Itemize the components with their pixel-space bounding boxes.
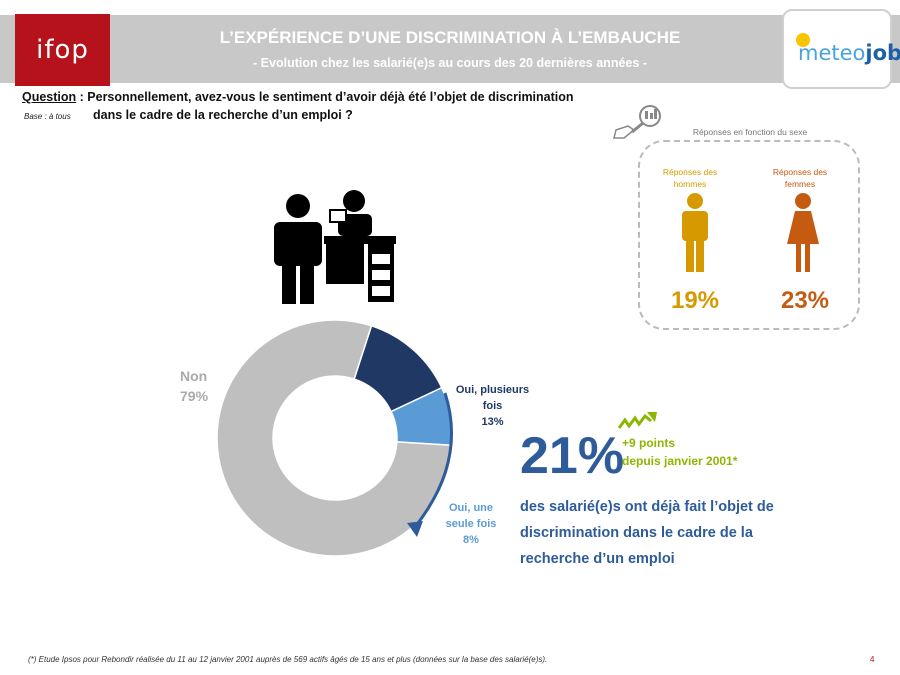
ifop-logo: ifop — [15, 14, 110, 86]
sex-breakdown-title: Réponses en fonction du sexe — [680, 126, 820, 138]
page-subtitle: - Evolution chez les salarié(e)s au cour… — [253, 56, 647, 70]
woman-icon — [787, 193, 819, 272]
label-oui-une-seule-fois: Oui, une seule fois 8% — [445, 502, 497, 546]
question-text-1: : Personnellement, avez-vous le sentimen… — [76, 90, 574, 104]
evolution-note: +9 points depuis janvier 2001* — [622, 436, 738, 468]
meteojob-logo: meteojob — [782, 9, 900, 89]
label-non: Non 79% — [180, 368, 209, 404]
label-oui-plusieurs-fois: Oui, plusieurs fois 13% — [455, 384, 530, 428]
trend-up-icon — [617, 412, 657, 429]
question-label: Question — [22, 90, 77, 104]
sun-icon — [796, 33, 810, 47]
curved-arrow-icon — [407, 392, 454, 537]
women-value: 23% — [780, 287, 830, 314]
man-icon — [682, 193, 708, 272]
base-note: Base : à tous — [24, 112, 71, 121]
men-label: Réponses des hommes — [662, 167, 718, 189]
highlight-text: des salarié(e)s ont déjà fait l’objet de… — [520, 499, 774, 567]
page-number: 4 — [870, 655, 875, 664]
page-title: L’EXPÉRIENCE D’UNE DISCRIMINATION À L’EM… — [219, 28, 681, 47]
sex-breakdown-box — [638, 140, 860, 330]
footnote: (*) Etude Ipsos pour Rebondir réalisée d… — [28, 655, 548, 664]
interview-scene-icon — [274, 190, 396, 304]
magnifier-icon — [613, 105, 661, 139]
women-label: Réponses des femmes — [772, 167, 828, 189]
men-value: 19% — [670, 287, 720, 314]
question-line-2: dans le cadre de la recherche d’un emplo… — [93, 108, 353, 122]
header-band — [0, 15, 900, 83]
highlight-value: 21% — [520, 427, 625, 485]
donut-slice-2 — [216, 320, 454, 557]
question-line-1: Question : Personnellement, avez-vous le… — [22, 90, 574, 104]
